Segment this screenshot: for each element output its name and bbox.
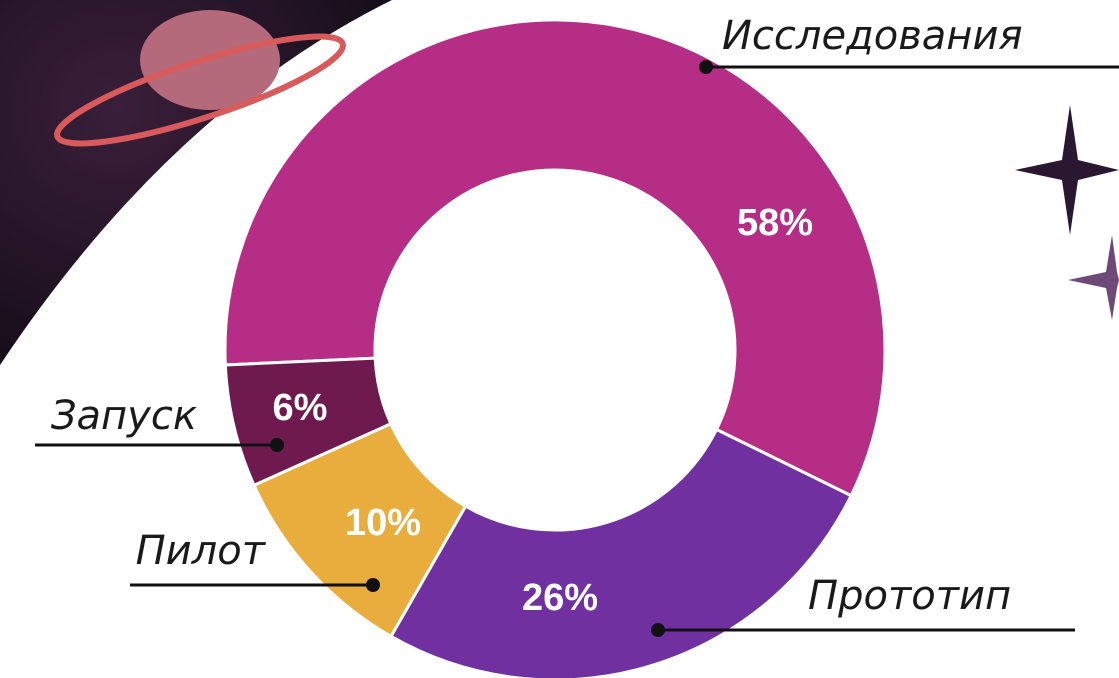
star bbox=[1015, 105, 1119, 235]
value-label: 58% bbox=[737, 202, 813, 244]
leader-dot bbox=[651, 623, 665, 637]
leader-dot bbox=[366, 578, 380, 592]
chart: 58% Исследования 26% Прототип 10% Пилот 6% Запу… bbox=[0, 0, 1119, 678]
leader-dot bbox=[699, 60, 713, 74]
value-label: 10% bbox=[345, 502, 421, 544]
value-label: 6% bbox=[273, 387, 328, 429]
donut-segment bbox=[391, 429, 851, 678]
star bbox=[1068, 235, 1119, 320]
category-label: Исследования bbox=[722, 13, 1023, 59]
leader-dot bbox=[270, 438, 284, 452]
category-label: Прототип bbox=[808, 573, 1011, 619]
category-label: Запуск bbox=[51, 393, 197, 439]
category-label: Пилот bbox=[136, 528, 267, 574]
value-label: 26% bbox=[522, 577, 598, 619]
